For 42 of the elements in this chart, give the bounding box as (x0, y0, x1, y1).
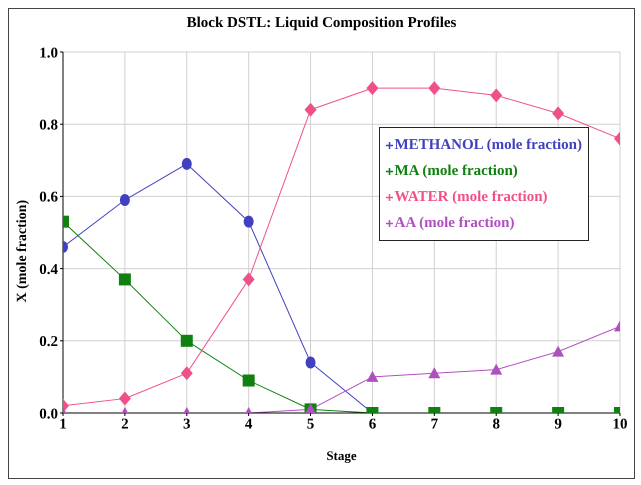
legend-label: AA (mole fraction) (394, 214, 514, 233)
point (118, 392, 131, 406)
x-tick-label: 6 (368, 416, 377, 433)
legend-label: MA (mole fraction) (394, 162, 518, 181)
point (366, 370, 378, 382)
x-tick-label: 10 (612, 416, 628, 433)
y-tick-label: 0.6 (39, 190, 58, 206)
point (552, 106, 564, 120)
y-tick-label: 0.0 (39, 406, 58, 422)
point (244, 216, 254, 228)
point (490, 364, 502, 375)
x-axis-title: Stage (326, 448, 357, 463)
x-tick-label: 4 (244, 416, 253, 433)
point (180, 366, 193, 380)
point (180, 334, 193, 347)
x-tick-label: 8 (492, 416, 500, 433)
point (428, 81, 440, 96)
chart-title: Block DSTL: Liquid Composition Profiles (186, 15, 458, 32)
y-tick-label: 0.4 (39, 262, 58, 278)
point (304, 102, 317, 117)
y-axis-title: X (mole fraction) (14, 200, 30, 302)
point (242, 374, 255, 387)
x-tick-label: 7 (430, 416, 439, 433)
point (490, 88, 502, 102)
point (242, 272, 255, 286)
point (182, 158, 192, 170)
y-tick-label: 0.8 (39, 118, 58, 134)
point (306, 356, 316, 368)
point (552, 346, 564, 357)
point (366, 81, 378, 96)
x-tick-label: 3 (183, 416, 191, 433)
x-tick-label: 9 (554, 416, 562, 433)
legend-label: METHANOL (mole fraction) (394, 136, 582, 155)
point (118, 273, 131, 286)
y-tick-label: 1.0 (39, 45, 58, 62)
point (428, 367, 440, 378)
y-tick-label: 0.2 (39, 334, 58, 350)
legend-label: WATER (mole fraction) (394, 188, 548, 207)
x-tick-label: 5 (306, 416, 314, 433)
x-tick-label: 2 (121, 416, 129, 433)
point (120, 194, 130, 206)
x-tick-label: 1 (59, 416, 67, 433)
